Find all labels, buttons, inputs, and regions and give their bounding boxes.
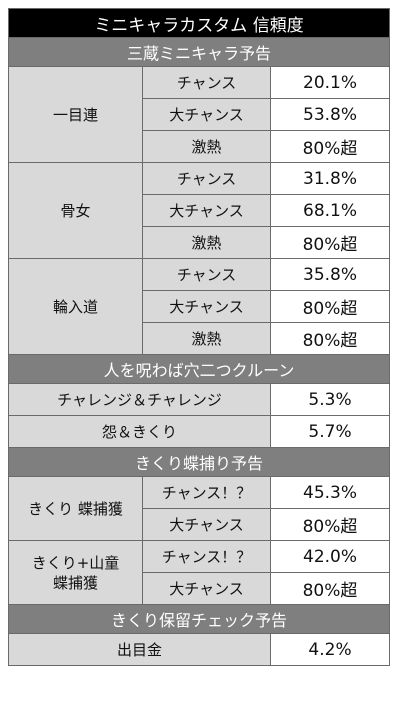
row-value: 42.0% (269, 540, 391, 573)
group-name-wanyudo: 輪入道 (8, 258, 143, 355)
row-label: 大チャンス (142, 508, 271, 541)
group-name-honeonna: 骨女 (8, 162, 143, 259)
group-name-kikuri: きくり 蝶捕獲 (8, 476, 143, 541)
section-header-horyu: きくり保留チェック予告 (7, 604, 391, 634)
section-header-row: 人を呪わば穴二つクルーン (7, 354, 391, 384)
reliability-table: ミニキャラカスタム 信頼度 三蔵ミニキャラ予告 一目連 チャンス 20.1% 大… (7, 8, 391, 666)
row-value: 20.1% (269, 66, 391, 99)
row-value: 53.8% (269, 98, 391, 131)
row-label: 怨＆きくり (8, 415, 271, 448)
table-row: 大チャンス 80%超 (9, 508, 391, 541)
row-value: 80%超 (269, 130, 391, 163)
table-row: 大チャンス 68.1% (9, 194, 391, 227)
row-label: チャンス (142, 66, 271, 99)
table-row: 骨女 チャンス 31.8% (8, 162, 391, 259)
group-name-line2: 蝶捕獲 (52, 573, 98, 592)
table-row: きくり+山童 蝶捕獲 チャンス！？ 42.0% (8, 540, 391, 605)
row-label: チャンス！？ (142, 476, 271, 509)
row-label: 激熱 (142, 226, 271, 259)
row-label: 大チャンス (142, 572, 271, 605)
table-row: 輪入道 チャンス 35.8% (8, 258, 391, 355)
row-label: チャンス (142, 162, 271, 195)
section-header-sanzou: 三蔵ミニキャラ予告 (7, 37, 391, 67)
row-value: 80%超 (269, 508, 391, 541)
row-value: 5.7% (269, 415, 391, 448)
section-header-row: きくり保留チェック予告 (7, 604, 391, 634)
row-value: 5.3% (269, 383, 391, 416)
row-value: 80%超 (269, 572, 391, 605)
table-row: 大チャンス 53.8% (9, 98, 391, 131)
title-row: ミニキャラカスタム 信頼度 (7, 8, 391, 38)
row-value: 35.8% (269, 258, 391, 291)
row-label: 大チャンス (142, 194, 271, 227)
table-row: きくり 蝶捕獲 チャンス！？ 45.3% (8, 476, 391, 541)
table-row: チャレンジ＆チャレンジ 5.3% (8, 383, 391, 416)
row-value: 31.8% (269, 162, 391, 195)
row-label: 大チャンス (142, 290, 271, 323)
table-title: ミニキャラカスタム 信頼度 (7, 8, 391, 38)
row-label: チャレンジ＆チャレンジ (8, 383, 271, 416)
row-label: チャンス (142, 258, 271, 291)
table-row: 一目連 チャンス 20.1% (8, 66, 391, 163)
group-name-kikuri-yamawaro: きくり+山童 蝶捕獲 (8, 540, 143, 605)
row-label: 大チャンス (142, 98, 271, 131)
row-label: 激熱 (142, 130, 271, 163)
row-value: 80%超 (269, 322, 391, 355)
section-header-hitowo: 人を呪わば穴二つクルーン (7, 354, 391, 384)
table-row: 激熱 80%超 (9, 322, 391, 355)
section-header-kikuri: きくり蝶捕り予告 (7, 447, 391, 477)
group-name-ichimokuren: 一目連 (8, 66, 143, 163)
table-row: 激熱 80%超 (9, 226, 391, 259)
section-header-row: きくり蝶捕り予告 (7, 447, 391, 477)
section-header-row: 三蔵ミニキャラ予告 (7, 37, 391, 67)
row-label: 出目金 (8, 633, 271, 666)
row-value: 4.2% (269, 633, 391, 666)
table-row: 怨＆きくり 5.7% (8, 415, 391, 448)
table-row: 大チャンス 80%超 (9, 290, 391, 323)
table-row: 大チャンス 80%超 (9, 572, 391, 605)
row-value: 80%超 (269, 290, 391, 323)
reliability-table-container: ミニキャラカスタム 信頼度 三蔵ミニキャラ予告 一目連 チャンス 20.1% 大… (7, 8, 391, 666)
row-label: 激熱 (142, 322, 271, 355)
row-value: 80%超 (269, 226, 391, 259)
row-value: 68.1% (269, 194, 391, 227)
row-value: 45.3% (269, 476, 391, 509)
group-name-line1: きくり+山童 (31, 553, 120, 572)
table-row: 出目金 4.2% (8, 633, 391, 666)
row-label: チャンス！？ (142, 540, 271, 573)
